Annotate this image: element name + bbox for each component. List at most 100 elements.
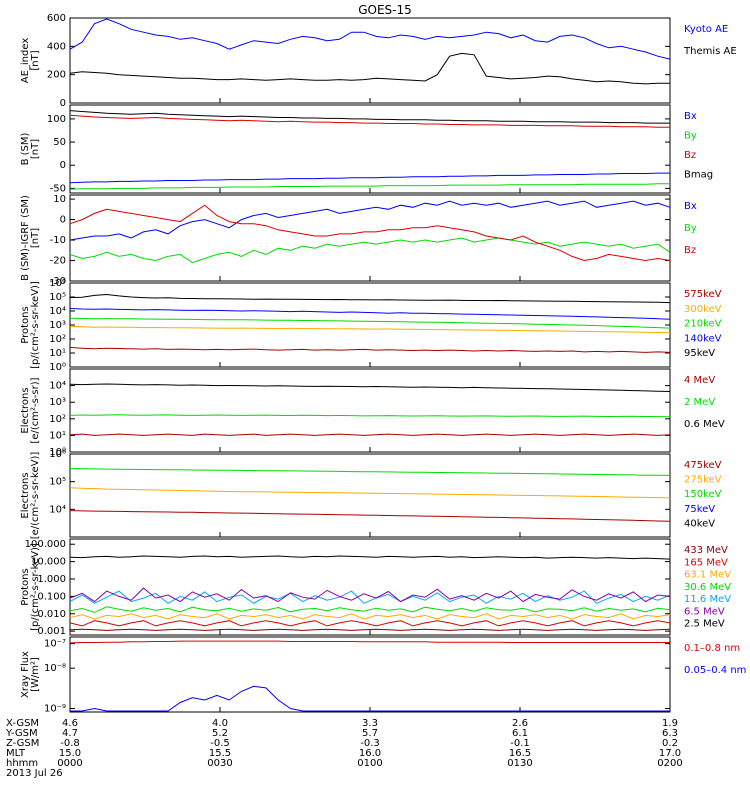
legend-entry: Bx: [684, 201, 697, 212]
y-tick-label: 10¹: [49, 430, 66, 441]
y-tick-label: 10³: [49, 397, 66, 408]
y-tick-label: 10⁴: [49, 504, 66, 515]
series-line-bsm-3: [69, 110, 670, 124]
panel-xray: 10⁻⁹ 10⁻⁸ 10⁻⁷ Xray Flux [W/m²] 0.1–0.8 nm 0.0…: [20, 636, 746, 715]
y-tick-label: 0.001: [37, 626, 66, 637]
y-tick-label: 10⁰: [49, 362, 66, 373]
y-tick-label: 0: [60, 160, 66, 171]
y-tick-label: 600: [47, 13, 66, 24]
footer-value: 6.3: [662, 728, 678, 739]
panel-frame: [69, 453, 671, 538]
legend-entry: Bmag: [684, 170, 713, 181]
y-axis-label: [W/m²]: [30, 657, 41, 692]
series-line-bsm-1: [69, 183, 670, 190]
series-line-xray-1: [70, 685, 670, 712]
y-tick-label: 10²: [49, 414, 66, 425]
footer-row-label: hhmm: [6, 758, 38, 769]
footer-value: 15.0: [59, 748, 81, 759]
y-axis-label: Xray Flux: [20, 651, 31, 698]
panel-electrons1: 10⁰ 10¹ 10² 10³ 10⁴ Electrons [e/(cm²-s-sr)] 4 …: [20, 368, 725, 458]
legend-entry: 30.6 MeV: [684, 582, 731, 593]
y-tick-label: 10⁶: [49, 449, 66, 460]
y-tick-label: 0.010: [37, 609, 66, 620]
legend-entry: 11.6 MeV: [684, 594, 731, 605]
orbit-footer: X-GSM 4.6 4.0 3.3 2.6 1.9 Y-GSM 4.7 5.2 5.7 6.1 6.3…: [5, 718, 683, 779]
series-line-bsm-0: [69, 172, 670, 184]
footer-value: -0.8: [60, 738, 80, 749]
legend-entry: 4 MeV: [684, 375, 715, 386]
series-line-protons2-2: [69, 613, 671, 620]
y-tick-label: -30: [50, 276, 66, 287]
y-tick-label: 10⁵: [49, 292, 66, 303]
panel-bigrf: -30 -20 -10 0 10 B (SM)-IGRF (SM) [nT] Bx By Bz: [20, 194, 697, 287]
series-line-bigrf-0: [69, 200, 671, 241]
footer-value: 0.2: [662, 738, 678, 749]
legend-entry: 0.6 MeV: [684, 419, 725, 430]
legend-entry: 275keV: [684, 475, 722, 486]
y-axis-label: Protons: [20, 568, 31, 605]
footer-date: 2013 Jul 26: [6, 768, 63, 779]
legend-entry: Kyoto AE: [684, 24, 728, 35]
panel-frame: [69, 538, 671, 636]
y-tick-label: 0: [60, 215, 66, 226]
y-tick-label: 400: [47, 41, 66, 52]
y-axis-label: [nT]: [30, 228, 41, 248]
y-tick-label: 10⁵: [49, 477, 66, 488]
y-tick-label: 100: [47, 114, 66, 125]
legend-entry: 140keV: [684, 333, 722, 344]
panel-frame: [69, 368, 671, 453]
legend-entry: 575keV: [684, 289, 722, 300]
legend-entry: 0.1–0.8 nm: [684, 643, 740, 654]
panel-electrons2: 10⁴ 10⁵ 10⁶ Electrons [e/(cm²-s-sr-keV)] 475k…: [20, 449, 722, 539]
y-axis-label: Electrons: [20, 387, 31, 433]
y-tick-label: 200: [47, 70, 66, 81]
series-line-ae-1: [69, 52, 670, 85]
legend-entry: 2.5 MeV: [684, 619, 725, 630]
series-line-electrons1-0: [69, 433, 671, 436]
series-line-protons1-4: [69, 293, 671, 304]
y-axis-label: [nT]: [30, 50, 41, 70]
footer-value: 0130: [507, 758, 532, 769]
series-line-bigrf-2: [69, 204, 671, 262]
series-line-protons1-1: [69, 325, 671, 334]
legend-entry: 433 MeV: [684, 545, 728, 556]
series-line-protons2-3: [69, 606, 671, 613]
footer-value: 6.1: [512, 728, 528, 739]
y-tick-label: 10.000: [31, 557, 66, 568]
y-tick-label: 10²: [49, 334, 66, 345]
footer-value: 4.7: [62, 728, 78, 739]
legend-entry: 6.5 MeV: [684, 606, 725, 617]
series-line-xray-0: [69, 640, 670, 644]
y-tick-label: 10⁻⁹: [44, 704, 66, 715]
series-line-electrons2-2: [69, 468, 671, 476]
panel-protons1: 10⁰ 10¹ 10² 10³ 10⁴ 10⁵ 10⁶ Protons [p/(cm²-s-sr…: [20, 278, 722, 373]
y-tick-label: 0: [60, 98, 66, 109]
y-tick-label: 10⁻⁸: [44, 663, 66, 674]
footer-value: -0.5: [210, 738, 230, 749]
y-tick-label: 100.000: [25, 539, 66, 550]
legend-entry: By: [684, 223, 697, 234]
legend-entry: Bz: [684, 150, 696, 161]
legend-entry: By: [684, 131, 697, 142]
legend-entry: 300keV: [684, 304, 722, 315]
legend-entry: 0.05–0.4 nm: [684, 665, 746, 676]
footer-value: 16.0: [359, 748, 381, 759]
footer-value: 5.7: [362, 728, 378, 739]
legend-entry: 475keV: [684, 460, 722, 471]
footer-value: -0.3: [360, 738, 380, 749]
series-line-electrons2-1: [69, 487, 671, 499]
y-tick-label: 50: [53, 137, 66, 148]
y-tick-label: -20: [50, 256, 66, 267]
panel-frame: [69, 636, 671, 713]
y-tick-label: 10⁰: [49, 447, 66, 458]
legend-entry: 95keV: [684, 348, 715, 359]
panel-ae: 0 200 400 600 AE_index [nT] Kyoto AE Themis AE: [20, 13, 737, 109]
y-tick-label: 10: [53, 194, 66, 205]
legend-entry: 75keV: [684, 504, 715, 515]
y-axis-label: B (SM)-IGRF (SM): [20, 195, 31, 281]
footer-value: 4.6: [62, 718, 78, 729]
series-line-electrons1-2: [69, 383, 671, 392]
y-tick-label: 10⁴: [49, 381, 66, 392]
footer-value: 4.0: [212, 718, 228, 729]
series-line-protons1-2: [69, 317, 671, 329]
